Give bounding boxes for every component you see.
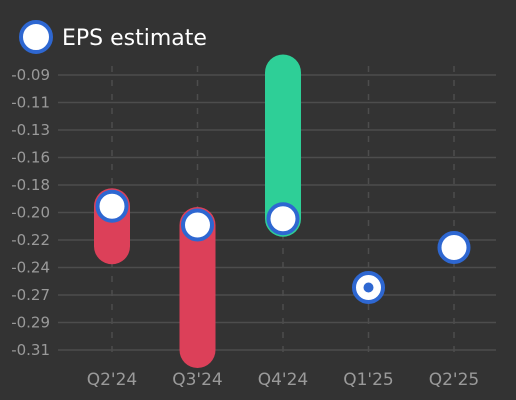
y-tick-label: -0.31 <box>11 341 50 359</box>
legend[interactable]: EPS estimate <box>19 20 207 54</box>
estimate-marker[interactable] <box>181 208 214 242</box>
y-tick-label: -0.18 <box>11 176 50 194</box>
estimate-marker[interactable] <box>437 231 471 264</box>
x-tick-label: Q2'24 <box>87 370 138 390</box>
estimate-marker[interactable] <box>266 202 300 236</box>
y-tick-label: -0.13 <box>11 121 50 139</box>
y-tick-label: -0.29 <box>11 314 50 332</box>
x-tick-label: Q4'24 <box>258 370 309 390</box>
y-axis-ticks: -0.09 -0.11 -0.13 -0.16 -0.18 -0.20 -0.22 -0.24… <box>11 66 50 359</box>
y-tick-label: -0.09 <box>11 66 50 84</box>
x-tick-label: Q2'25 <box>429 370 480 390</box>
y-tick-label: -0.27 <box>11 286 50 304</box>
y-tick-label: -0.24 <box>11 259 50 277</box>
legend-marker-icon <box>19 20 53 54</box>
estimate-marker[interactable] <box>95 189 129 223</box>
estimate-marker-dot <box>363 282 374 293</box>
y-tick-label: -0.20 <box>11 204 50 222</box>
x-tick-label: Q1'25 <box>343 370 394 390</box>
legend-label: EPS estimate <box>62 26 207 51</box>
y-tick-label: -0.16 <box>11 149 50 167</box>
y-tick-label: -0.22 <box>11 231 50 249</box>
estimate-markers <box>95 189 471 304</box>
x-tick-label: Q3'24 <box>172 370 223 390</box>
x-axis-ticks: Q2'24 Q3'24 Q4'24 Q1'25 Q2'25 <box>87 370 480 390</box>
y-tick-label: -0.11 <box>11 94 50 112</box>
